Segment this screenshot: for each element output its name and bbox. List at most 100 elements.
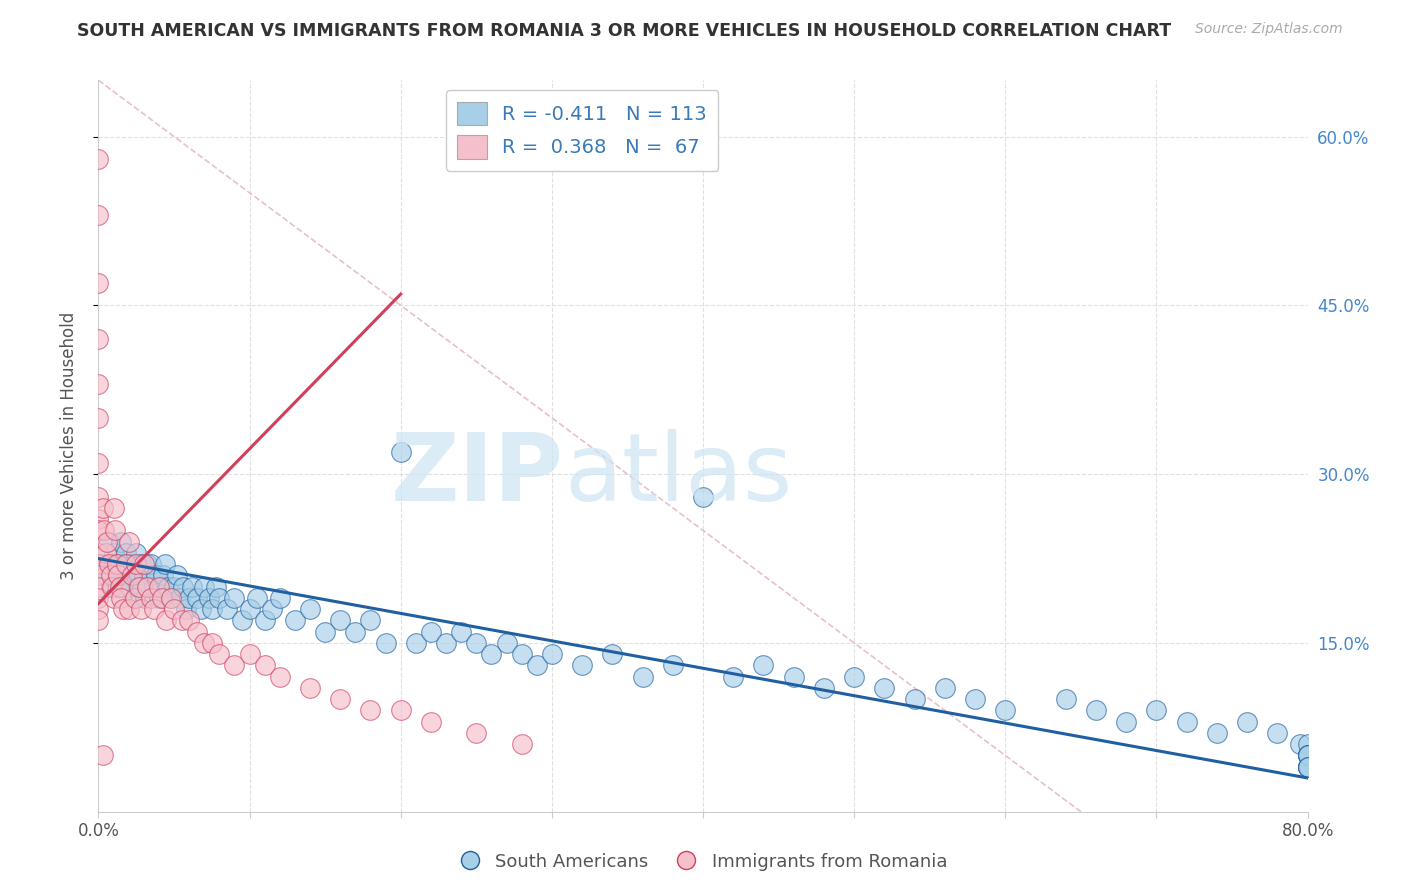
Point [1289, 737, 1312, 751]
Point [98, 557, 121, 571]
Point [208, 591, 231, 605]
Point [150, 580, 173, 594]
Point [420, 714, 443, 729]
Point [105, 580, 128, 594]
Point [172, 580, 194, 594]
Point [329, 692, 352, 706]
Point [224, 658, 246, 673]
Point [179, 614, 201, 628]
Point [118, 534, 141, 549]
Point [124, 591, 146, 605]
Point [150, 591, 173, 605]
Point [844, 670, 866, 684]
Point [115, 568, 138, 582]
Point [145, 568, 167, 582]
Point [1296, 760, 1319, 774]
Point [994, 703, 1017, 717]
Point [91, 748, 114, 763]
Point [262, 602, 284, 616]
Point [661, 658, 683, 673]
Point [873, 681, 896, 695]
Point [103, 500, 125, 515]
Point [91, 500, 114, 515]
Text: ZIP: ZIP [391, 429, 564, 521]
Point [299, 681, 322, 695]
Point [87, 546, 110, 560]
Legend: South Americans, Immigrants from Romania: South Americans, Immigrants from Romania [451, 845, 955, 879]
Point [1296, 748, 1319, 763]
Text: SOUTH AMERICAN VS IMMIGRANTS FROM ROMANIA 3 OR MORE VEHICLES IN HOUSEHOLD CORREL: SOUTH AMERICAN VS IMMIGRANTS FROM ROMANI… [77, 22, 1171, 40]
Point [571, 658, 593, 673]
Point [495, 636, 517, 650]
Point [205, 580, 228, 594]
Point [104, 524, 127, 538]
Point [122, 557, 145, 571]
Point [239, 602, 262, 616]
Point [114, 546, 136, 560]
Point [153, 557, 176, 571]
Point [87, 557, 110, 571]
Point [87, 614, 110, 628]
Point [87, 568, 110, 582]
Point [193, 636, 215, 650]
Point [181, 580, 204, 594]
Point [510, 647, 533, 661]
Point [904, 692, 927, 706]
Point [246, 591, 269, 605]
Point [360, 703, 382, 717]
Point [139, 568, 162, 582]
Point [111, 580, 134, 594]
Point [129, 557, 152, 571]
Point [420, 624, 443, 639]
Point [1296, 748, 1319, 763]
Point [141, 591, 163, 605]
Point [87, 591, 110, 605]
Point [723, 670, 745, 684]
Point [201, 602, 224, 616]
Point [284, 614, 307, 628]
Point [101, 580, 124, 594]
Point [299, 602, 322, 616]
Point [389, 444, 412, 458]
Point [465, 636, 488, 650]
Point [1144, 703, 1167, 717]
Point [128, 568, 150, 582]
Point [269, 591, 291, 605]
Point [93, 524, 115, 538]
Point [1296, 748, 1319, 763]
Point [481, 647, 503, 661]
Point [128, 580, 150, 594]
Point [125, 557, 148, 571]
Point [1115, 714, 1137, 729]
Point [132, 557, 155, 571]
Point [112, 557, 135, 571]
Point [87, 490, 110, 504]
Point [121, 568, 143, 582]
Point [87, 377, 110, 392]
Point [105, 557, 128, 571]
Point [253, 658, 276, 673]
Point [135, 557, 157, 571]
Point [965, 692, 987, 706]
Point [98, 534, 121, 549]
Point [170, 614, 193, 628]
Point [1296, 748, 1319, 763]
Point [118, 602, 141, 616]
Point [465, 726, 488, 740]
Point [104, 557, 127, 571]
Point [692, 490, 714, 504]
Point [118, 557, 141, 571]
Point [201, 636, 224, 650]
Point [136, 580, 159, 594]
Point [121, 568, 143, 582]
Point [783, 670, 806, 684]
Point [103, 546, 125, 560]
Legend: R = -0.411   N = 113, R =  0.368   N =  67: R = -0.411 N = 113, R = 0.368 N = 67 [446, 90, 718, 170]
Point [450, 624, 472, 639]
Point [110, 591, 132, 605]
Point [1296, 760, 1319, 774]
Point [510, 737, 533, 751]
Point [91, 557, 114, 571]
Point [87, 152, 110, 166]
Point [103, 591, 125, 605]
